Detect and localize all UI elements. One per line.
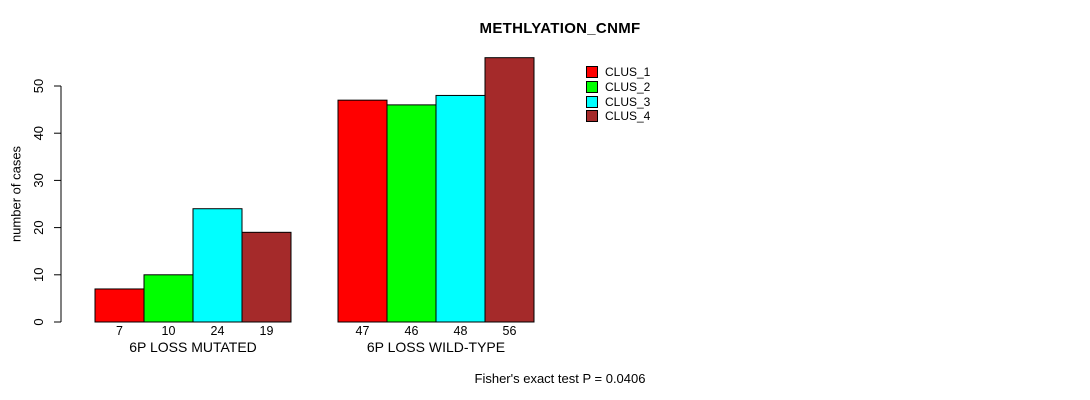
category-label: 6P LOSS WILD-TYPE bbox=[367, 339, 505, 355]
bar-value-label: 46 bbox=[405, 324, 419, 338]
bar-CLUS_2-group2 bbox=[386, 104, 437, 323]
bar-value-label: 10 bbox=[162, 324, 176, 338]
bar-CLUS_1-group1 bbox=[94, 288, 145, 323]
bar-value-label: 48 bbox=[454, 324, 468, 338]
bar-value-label: 47 bbox=[356, 324, 370, 338]
bar-CLUS_1-group2 bbox=[337, 99, 388, 323]
y-tick-label: 30 bbox=[31, 173, 46, 187]
legend-swatch-icon bbox=[586, 95, 598, 108]
legend-label: CLUS_2 bbox=[605, 80, 651, 95]
bar-value-label: 7 bbox=[116, 324, 123, 338]
bar-CLUS_3-group2 bbox=[435, 94, 486, 323]
category-label: 6P LOSS MUTATED bbox=[129, 339, 257, 355]
legend-item-CLUS_3: CLUS_3 bbox=[586, 94, 650, 109]
bar-value-label: 19 bbox=[260, 324, 274, 338]
legend-item-CLUS_2: CLUS_2 bbox=[586, 80, 650, 95]
bar-value-label: 24 bbox=[211, 324, 225, 338]
legend-item-CLUS_1: CLUS_1 bbox=[586, 65, 650, 80]
y-tick-label: 0 bbox=[31, 318, 46, 325]
legend-label: CLUS_3 bbox=[605, 94, 651, 109]
y-tick-label: 40 bbox=[31, 126, 46, 140]
bar-CLUS_2-group1 bbox=[143, 274, 194, 323]
y-tick-label: 20 bbox=[31, 220, 46, 234]
y-tick-label: 10 bbox=[31, 268, 46, 282]
y-tick-label: 50 bbox=[31, 79, 46, 93]
legend-swatch-icon bbox=[586, 81, 598, 94]
legend: CLUS_1 CLUS_2 CLUS_3 CLUS_4 bbox=[586, 65, 650, 124]
legend-swatch-icon bbox=[586, 66, 598, 79]
legend-label: CLUS_1 bbox=[605, 65, 651, 80]
bar-CLUS_4-group2 bbox=[484, 57, 535, 323]
chart-title: METHLYATION_CNMF bbox=[479, 20, 641, 37]
legend-item-CLUS_4: CLUS_4 bbox=[586, 109, 650, 124]
legend-label: CLUS_4 bbox=[605, 109, 651, 124]
legend-swatch-icon bbox=[586, 110, 598, 123]
bar-CLUS_4-group1 bbox=[241, 231, 292, 323]
bar-value-label: 56 bbox=[503, 324, 517, 338]
bar-CLUS_3-group1 bbox=[192, 208, 243, 323]
fisher-test-annotation: Fisher's exact test P = 0.0406 bbox=[474, 371, 646, 386]
